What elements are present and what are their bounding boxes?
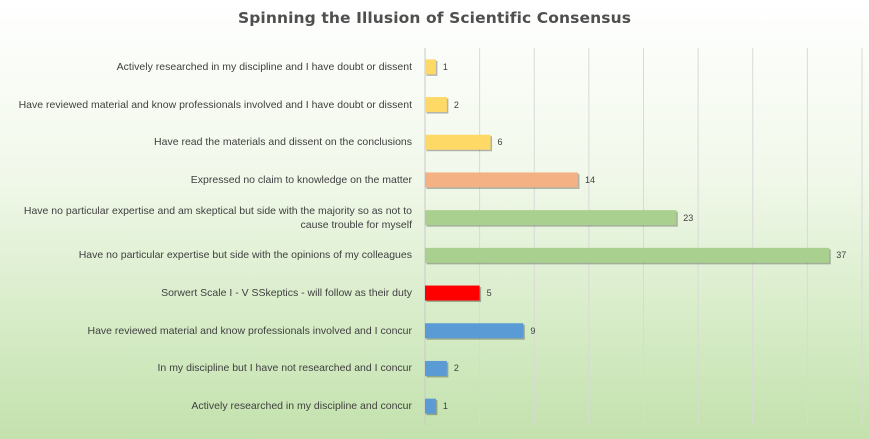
bar [425,323,524,339]
category-label: Have reviewed material and know professi… [18,98,412,111]
category-label: Have no particular expertise but side wi… [78,249,412,262]
data-label: 23 [683,212,694,223]
category-label: Have no particular expertise and am skep… [23,204,412,231]
chart-title: Spinning the Illusion of Scientific Cons… [237,9,632,27]
data-label: 2 [453,99,459,110]
category-label: Sorwert Scale I - V SSkeptics - will fol… [161,287,412,300]
data-label: 9 [530,325,536,336]
bar [425,97,447,113]
bar [425,59,436,75]
data-label: 1 [442,61,448,72]
bar [425,172,578,188]
category-label: Have read the materials and dissent on t… [154,136,412,149]
bar [425,360,447,376]
bar [425,285,480,301]
data-label: 1 [442,401,448,412]
data-label: 37 [836,250,847,261]
data-label: 14 [584,174,595,185]
category-label: Actively researched in my discipline and… [116,60,412,73]
category-label: Have reviewed material and know professi… [87,324,412,337]
bar [425,398,436,414]
data-label: 2 [453,363,459,374]
bar [425,247,830,263]
category-label: Actively researched in my discipline and… [191,400,412,413]
category-label: Expressed no claim to knowledge on the m… [190,173,412,186]
category-label: In my discipline but I have not research… [157,362,412,375]
bar [425,134,491,150]
data-label: 5 [486,288,492,299]
data-label: 6 [497,137,503,148]
bar [425,210,677,226]
